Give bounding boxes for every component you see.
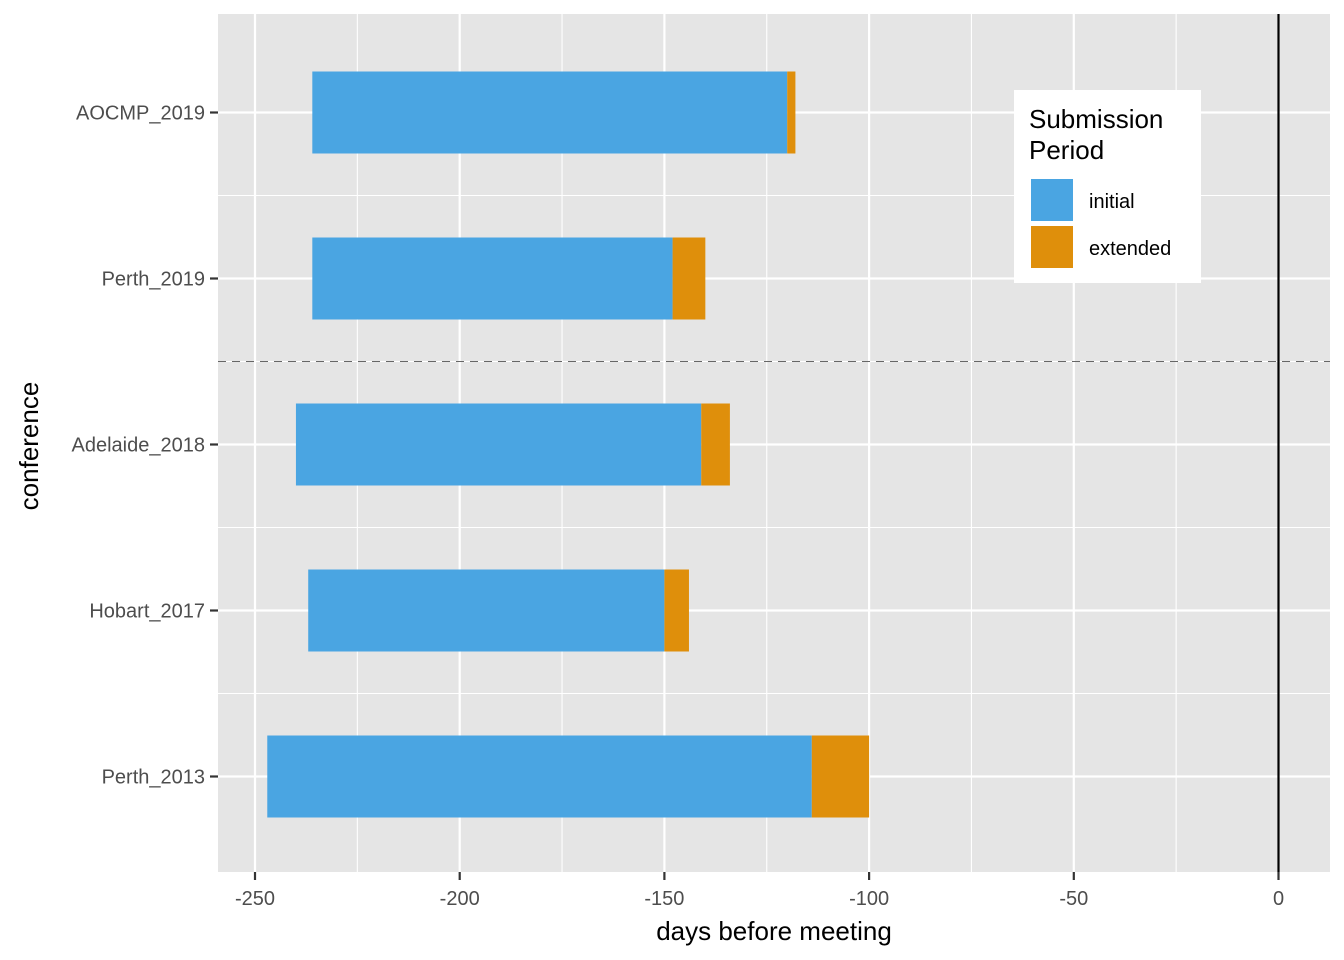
bar-initial-Perth_2019 — [312, 237, 673, 320]
y-tick-label: Hobart_2017 — [89, 601, 205, 623]
x-axis: -250 -200 -150 -100 -50 0 — [235, 872, 1284, 910]
bar-initial-Perth_2013 — [267, 735, 812, 818]
y-tick-label: Perth_2019 — [102, 269, 205, 291]
reference-lines — [218, 14, 1330, 872]
bar-initial-AOCMP_2019 — [312, 71, 788, 154]
x-tick-label: 0 — [1273, 888, 1284, 910]
y-tick-label: AOCMP_2019 — [76, 103, 205, 125]
x-tick-label: -50 — [1059, 888, 1088, 910]
x-axis-title: days before meeting — [656, 916, 892, 946]
legend-key-initial — [1031, 179, 1073, 221]
legend-title-line-2: Period — [1029, 135, 1104, 165]
legend-label-initial: initial — [1089, 191, 1135, 213]
x-tick-label: -100 — [849, 888, 889, 910]
bar-extended-Perth_2013 — [811, 735, 870, 818]
legend-title-line-1: Submission — [1029, 104, 1163, 134]
legend-key-extended — [1031, 226, 1073, 268]
bar-initial-Hobart_2017 — [308, 569, 665, 652]
bar-extended-Perth_2019 — [672, 237, 706, 320]
y-tick-label: Adelaide_2018 — [72, 435, 205, 457]
y-axis-title: conference — [14, 382, 44, 511]
x-tick-label: -150 — [644, 888, 684, 910]
x-tick-label: -250 — [235, 888, 275, 910]
bar-initial-Adelaide_2018 — [295, 403, 702, 486]
bar-extended-AOCMP_2019 — [787, 71, 796, 154]
bars — [267, 71, 870, 818]
bar-extended-Hobart_2017 — [664, 569, 689, 652]
y-axis: Perth_2013 Hobart_2017 Adelaide_2018 Perth_… — [72, 103, 218, 789]
legend-label-extended: extended — [1089, 238, 1171, 260]
legend: Submission Period initial extended — [1014, 90, 1201, 283]
x-tick-label: -200 — [440, 888, 480, 910]
bar-extended-Adelaide_2018 — [701, 403, 730, 486]
y-tick-label: Perth_2013 — [102, 767, 205, 789]
